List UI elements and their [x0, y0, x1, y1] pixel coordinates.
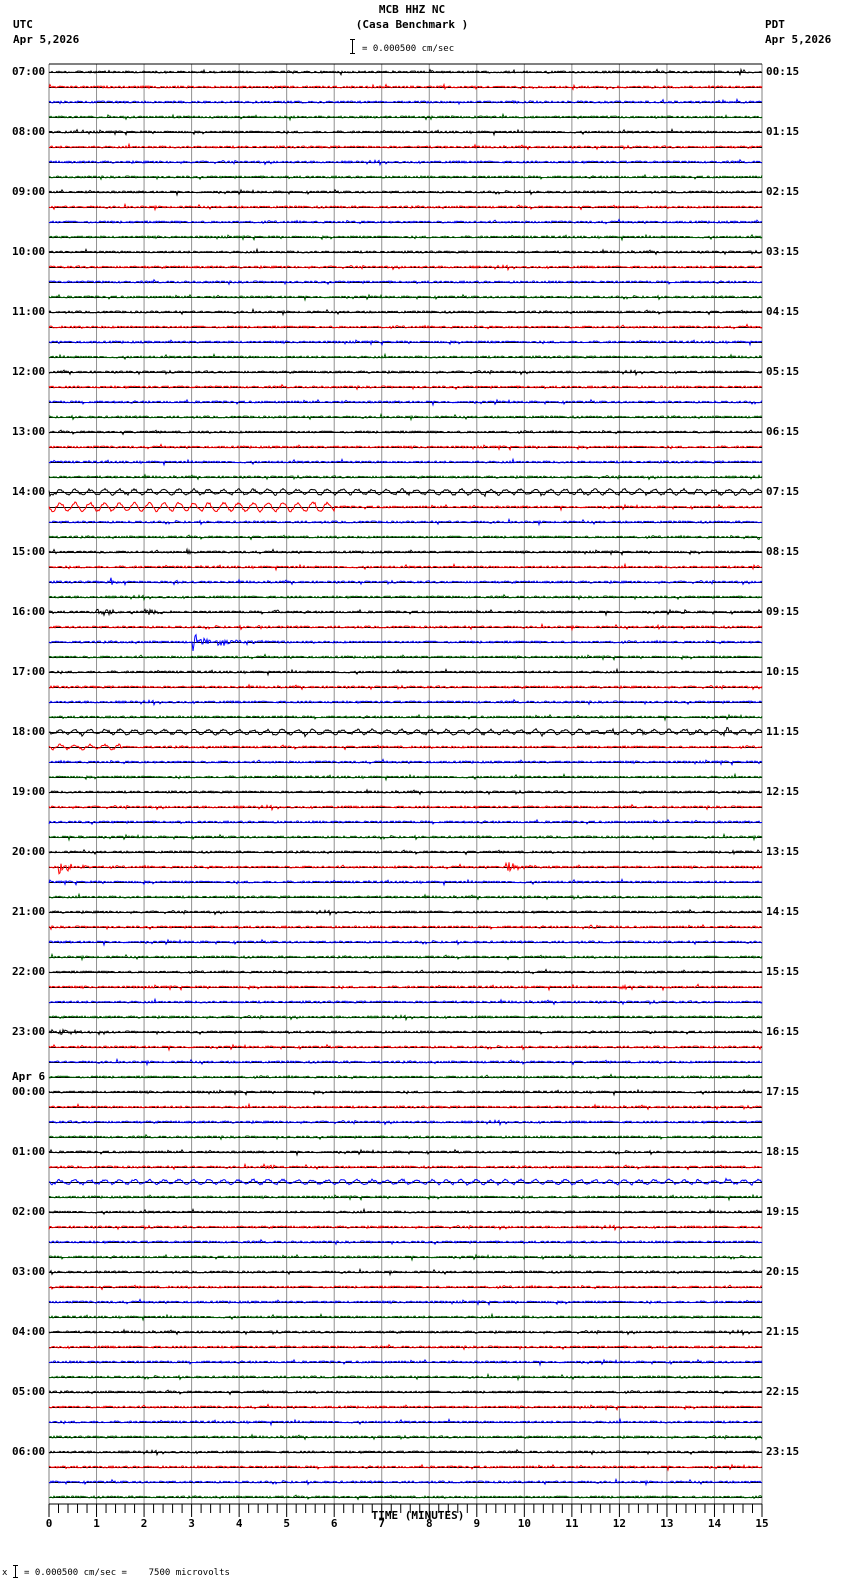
x-tick-label: 0 [45, 1517, 53, 1530]
utc-hour-label: 09:00 [12, 185, 46, 198]
pdt-time-label: 16:15 [766, 1025, 800, 1038]
x-tick-label: 1 [93, 1517, 100, 1530]
x-tick-label: 7 [378, 1517, 386, 1530]
utc-hour-label: 05:00 [12, 1385, 46, 1398]
pdt-time-label: 06:15 [766, 425, 800, 438]
pdt-time-label: 07:15 [766, 485, 800, 498]
footer-scale-bar-icon [13, 1565, 18, 1578]
utc-hour-label: 22:00 [12, 965, 46, 978]
pdt-time-label: 12:15 [766, 785, 800, 798]
utc-hour-label: 10:00 [12, 245, 46, 258]
x-tick-label: 14 [707, 1517, 722, 1530]
footer-prefix: x [2, 1568, 8, 1578]
utc-hour-label: 07:00 [12, 65, 46, 78]
date-change-label: Apr 6 [12, 1070, 46, 1083]
pdt-time-label: 10:15 [766, 665, 800, 678]
utc-hour-label: 04:00 [12, 1325, 46, 1338]
utc-hour-label: 12:00 [12, 365, 46, 378]
utc-hour-label: 23:00 [12, 1025, 46, 1038]
x-tick-label: 5 [283, 1517, 290, 1530]
left-date: Apr 5,2026 [13, 33, 80, 46]
utc-hour-label: 08:00 [12, 125, 46, 138]
utc-hour-label: 03:00 [12, 1265, 46, 1278]
site-name: (Casa Benchmark ) [355, 18, 469, 31]
utc-hour-label: 13:00 [12, 425, 46, 438]
x-tick-label: 3 [188, 1517, 195, 1530]
pdt-time-label: 14:15 [766, 905, 800, 918]
pdt-time-label: 11:15 [766, 725, 800, 738]
x-tick-label: 8 [425, 1517, 433, 1530]
right-timezone: PDT [765, 18, 785, 31]
utc-hour-label: 06:00 [12, 1445, 46, 1458]
pdt-time-label: 00:15 [766, 65, 800, 78]
pdt-time-label: 13:15 [766, 845, 800, 858]
x-tick-label: 15 [755, 1517, 769, 1530]
pdt-time-label: 15:15 [766, 965, 800, 978]
pdt-time-label: 17:15 [766, 1085, 800, 1098]
x-tick-label: 9 [473, 1517, 481, 1530]
scale-text: = 0.000500 cm/sec [362, 44, 455, 54]
x-tick-label: 11 [565, 1517, 579, 1530]
pdt-time-label: 19:15 [766, 1205, 800, 1218]
utc-hour-label: 15:00 [12, 545, 46, 558]
pdt-time-label: 21:15 [766, 1325, 800, 1338]
x-axis-label: TIME (MINUTES) [371, 1509, 465, 1522]
x-tick-label: 12 [612, 1517, 627, 1530]
left-timezone: UTC [13, 18, 33, 31]
x-tick-label: 13 [660, 1517, 674, 1530]
utc-hour-label: 17:00 [12, 665, 46, 678]
x-tick-label: 4 [235, 1517, 243, 1530]
scale-bar-icon [350, 39, 355, 54]
utc-hour-label: 00:00 [12, 1085, 46, 1098]
pdt-time-label: 05:15 [766, 365, 800, 378]
utc-hour-label: 01:00 [12, 1145, 46, 1158]
x-tick-label: 6 [330, 1517, 338, 1530]
utc-hour-label: 16:00 [12, 605, 46, 618]
pdt-time-label: 08:15 [766, 545, 800, 558]
x-tick-label: 10 [517, 1517, 531, 1530]
footer-scale-text: = 0.000500 cm/sec = 7500 microvolts [24, 1568, 230, 1578]
pdt-time-label: 22:15 [766, 1385, 800, 1398]
pdt-time-label: 18:15 [766, 1145, 800, 1158]
utc-hour-label: 20:00 [12, 845, 46, 858]
pdt-time-label: 20:15 [766, 1265, 800, 1278]
x-tick-label: 2 [140, 1517, 148, 1530]
utc-hour-label: 18:00 [12, 725, 46, 738]
pdt-time-label: 01:15 [766, 125, 800, 138]
utc-hour-label: 21:00 [12, 905, 46, 918]
pdt-time-label: 09:15 [766, 605, 800, 618]
right-date: Apr 5,2026 [765, 33, 832, 46]
utc-hour-label: 02:00 [12, 1205, 46, 1218]
pdt-time-label: 04:15 [766, 305, 800, 318]
utc-hour-label: 19:00 [12, 785, 46, 798]
pdt-time-label: 02:15 [766, 185, 800, 198]
pdt-time-label: 23:15 [766, 1445, 800, 1458]
station-title: MCB HHZ NC [378, 3, 446, 16]
utc-hour-label: 11:00 [12, 305, 46, 318]
utc-hour-label: 14:00 [12, 485, 46, 498]
pdt-time-label: 03:15 [766, 245, 800, 258]
